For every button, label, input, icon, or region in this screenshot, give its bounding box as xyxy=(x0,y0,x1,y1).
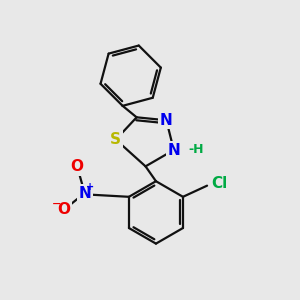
Text: +: + xyxy=(86,182,94,192)
Text: −: − xyxy=(52,199,61,208)
Text: N: N xyxy=(167,142,180,158)
Text: N: N xyxy=(160,113,173,128)
Text: N: N xyxy=(78,186,91,201)
Text: S: S xyxy=(110,132,121,147)
Text: -H: -H xyxy=(188,143,203,156)
Text: O: O xyxy=(71,159,84,174)
Text: Cl: Cl xyxy=(211,176,227,191)
Text: O: O xyxy=(57,202,70,217)
